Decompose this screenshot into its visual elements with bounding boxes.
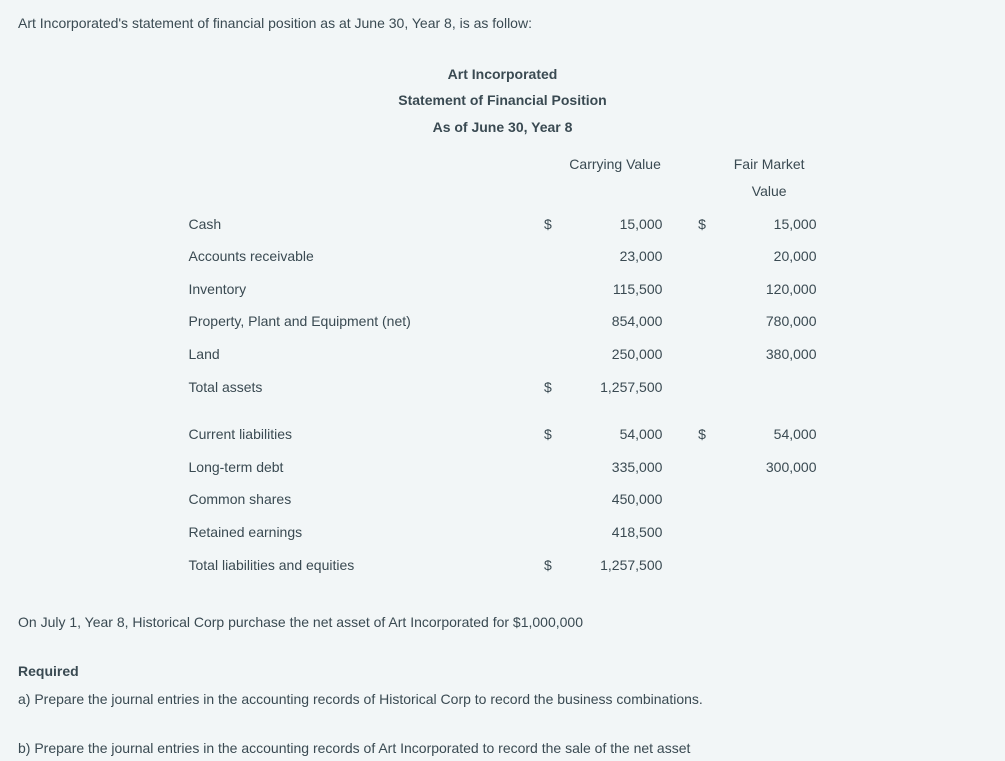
fv-sym-land — [692, 338, 716, 371]
label-cs: Common shares — [183, 483, 539, 516]
fv-sym-curliab: $ — [692, 403, 716, 451]
label-re: Retained earnings — [183, 516, 539, 549]
cv-tle: 1,257,500 — [562, 549, 669, 582]
requirement-b: b) Prepare the journal entries in the ac… — [18, 735, 987, 761]
cv-sym-cs — [538, 483, 562, 516]
row-curliab: Current liabilities $ 54,000 $ 54,000 — [183, 403, 823, 451]
fv-tle — [716, 549, 823, 582]
fv-re — [716, 516, 823, 549]
fv-sym-ltd — [692, 451, 716, 484]
column-header-row: Carrying Value Fair Market Value — [183, 148, 823, 207]
cv-sym-land — [538, 338, 562, 371]
cv-sym-curliab: $ — [538, 403, 562, 451]
label-tassets: Total assets — [183, 371, 539, 404]
cv-sym-re — [538, 516, 562, 549]
fv-tassets — [716, 371, 823, 404]
cv-re: 418,500 — [562, 516, 669, 549]
cv-cs: 450,000 — [562, 483, 669, 516]
row-cash: Cash $ 15,000 $ 15,000 — [183, 208, 823, 241]
cv-ppe: 854,000 — [562, 305, 669, 338]
label-ar: Accounts receivable — [183, 240, 539, 273]
row-re: Retained earnings 418,500 — [183, 516, 823, 549]
cv-sym-ltd — [538, 451, 562, 484]
fv-sym-tassets — [692, 371, 716, 404]
row-ltd: Long-term debt 335,000 300,000 — [183, 451, 823, 484]
label-land: Land — [183, 338, 539, 371]
cv-land: 250,000 — [562, 338, 669, 371]
statement-title: Statement of Financial Position — [18, 87, 987, 114]
intro-text: Art Incorporated's statement of financia… — [18, 10, 987, 37]
col-carrying: Carrying Value — [562, 148, 669, 207]
row-inv: Inventory 115,500 120,000 — [183, 273, 823, 306]
cv-sym-cash: $ — [538, 208, 562, 241]
fv-cs — [716, 483, 823, 516]
fv-curliab: 54,000 — [716, 403, 823, 451]
fv-sym-ar — [692, 240, 716, 273]
fv-sym-tle — [692, 549, 716, 582]
row-total-assets: Total assets $ 1,257,500 — [183, 371, 823, 404]
cv-sym-ppe — [538, 305, 562, 338]
label-tle: Total liabilities and equities — [183, 549, 539, 582]
cv-ltd: 335,000 — [562, 451, 669, 484]
company-name: Art Incorporated — [18, 61, 987, 88]
label-curliab: Current liabilities — [183, 403, 539, 451]
row-ar: Accounts receivable 23,000 20,000 — [183, 240, 823, 273]
requirement-a: a) Prepare the journal entries in the ac… — [18, 686, 987, 713]
label-cash: Cash — [183, 208, 539, 241]
statement-header: Art Incorporated Statement of Financial … — [18, 61, 987, 141]
fv-sym-cash: $ — [692, 208, 716, 241]
row-cs: Common shares 450,000 — [183, 483, 823, 516]
label-ltd: Long-term debt — [183, 451, 539, 484]
label-inv: Inventory — [183, 273, 539, 306]
fv-sym-re — [692, 516, 716, 549]
fv-sym-inv — [692, 273, 716, 306]
purchase-text: On July 1, Year 8, Historical Corp purch… — [18, 609, 987, 636]
cv-cash: 15,000 — [562, 208, 669, 241]
cv-curliab: 54,000 — [562, 403, 669, 451]
fv-land: 380,000 — [716, 338, 823, 371]
required-label: Required — [18, 658, 987, 685]
fv-cash: 15,000 — [716, 208, 823, 241]
cv-sym-tle: $ — [538, 549, 562, 582]
fv-ar: 20,000 — [716, 240, 823, 273]
cv-tassets: 1,257,500 — [562, 371, 669, 404]
cv-ar: 23,000 — [562, 240, 669, 273]
col-fair: Fair Market Value — [716, 148, 823, 207]
row-land: Land 250,000 380,000 — [183, 338, 823, 371]
row-tle: Total liabilities and equities $ 1,257,5… — [183, 549, 823, 582]
row-ppe: Property, Plant and Equipment (net) 854,… — [183, 305, 823, 338]
fv-sym-ppe — [692, 305, 716, 338]
cv-sym-tassets: $ — [538, 371, 562, 404]
financial-position-table: Carrying Value Fair Market Value Cash $ … — [183, 148, 823, 581]
fv-inv: 120,000 — [716, 273, 823, 306]
label-ppe: Property, Plant and Equipment (net) — [183, 305, 539, 338]
fv-ltd: 300,000 — [716, 451, 823, 484]
fv-ppe: 780,000 — [716, 305, 823, 338]
cv-inv: 115,500 — [562, 273, 669, 306]
cv-sym-inv — [538, 273, 562, 306]
cv-sym-ar — [538, 240, 562, 273]
fv-sym-cs — [692, 483, 716, 516]
as-of-date: As of June 30, Year 8 — [18, 114, 987, 141]
